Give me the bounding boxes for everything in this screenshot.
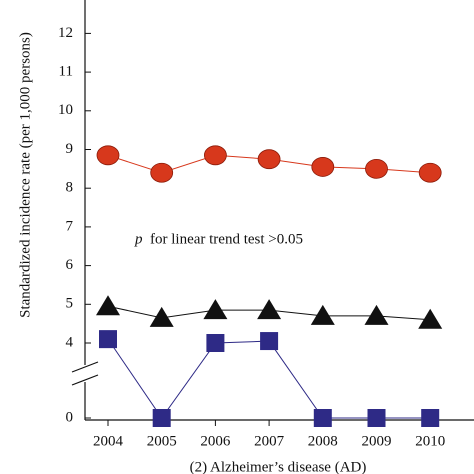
y-tick-label: 7	[66, 218, 74, 234]
series-line	[107, 338, 431, 419]
square-marker	[260, 332, 279, 351]
x-tick-label: 2006	[200, 433, 231, 449]
square-marker	[313, 409, 332, 427]
annotation-italic: p	[134, 231, 143, 247]
square-marker	[152, 409, 171, 427]
circle-marker	[257, 149, 281, 170]
y-tick-label: 4	[66, 334, 74, 350]
triangle-marker	[257, 299, 282, 320]
axis-break	[71, 361, 99, 373]
y-tick-label: 8	[66, 180, 74, 196]
y-tick-label: 9	[66, 141, 74, 157]
x-tick-label: 2005	[147, 433, 177, 449]
triangle-marker	[418, 308, 443, 329]
triangle-marker	[203, 299, 228, 320]
triangle-marker	[149, 306, 174, 327]
circle-marker	[418, 162, 442, 183]
x-tick-label: 2008	[308, 433, 338, 449]
circle-marker	[365, 158, 388, 179]
square-marker	[206, 334, 225, 352]
triangle-marker	[364, 304, 389, 325]
circle-marker	[203, 145, 227, 166]
y-tick-label: 0	[66, 409, 74, 425]
square-marker	[421, 409, 440, 427]
y-tick-label: 11	[59, 64, 73, 80]
square-marker	[99, 330, 117, 349]
x-tick-label: 2004	[93, 433, 124, 449]
y-tick-label: 12	[58, 25, 73, 41]
y-axis-label: Standardized incidence rate (per 1,000 p…	[17, 32, 33, 318]
circle-marker	[150, 162, 174, 183]
square-marker	[367, 409, 386, 427]
axis-break	[71, 374, 99, 386]
triangle-marker	[96, 295, 120, 316]
annotation: for linear trend test >0.05	[150, 231, 303, 247]
y-tick-label: 10	[58, 102, 73, 118]
circle-marker	[311, 157, 335, 177]
x-tick-label: 2010	[415, 433, 445, 449]
x-tick-label: 2009	[362, 433, 392, 449]
y-tick-label: 6	[66, 257, 74, 273]
x-axis-label: (2) Alzheimer’s disease (AD)	[190, 459, 367, 474]
circle-marker	[96, 145, 120, 166]
x-tick-label: 2007	[254, 433, 285, 449]
y-tick-label: 5	[66, 296, 74, 312]
triangle-marker	[310, 304, 335, 325]
